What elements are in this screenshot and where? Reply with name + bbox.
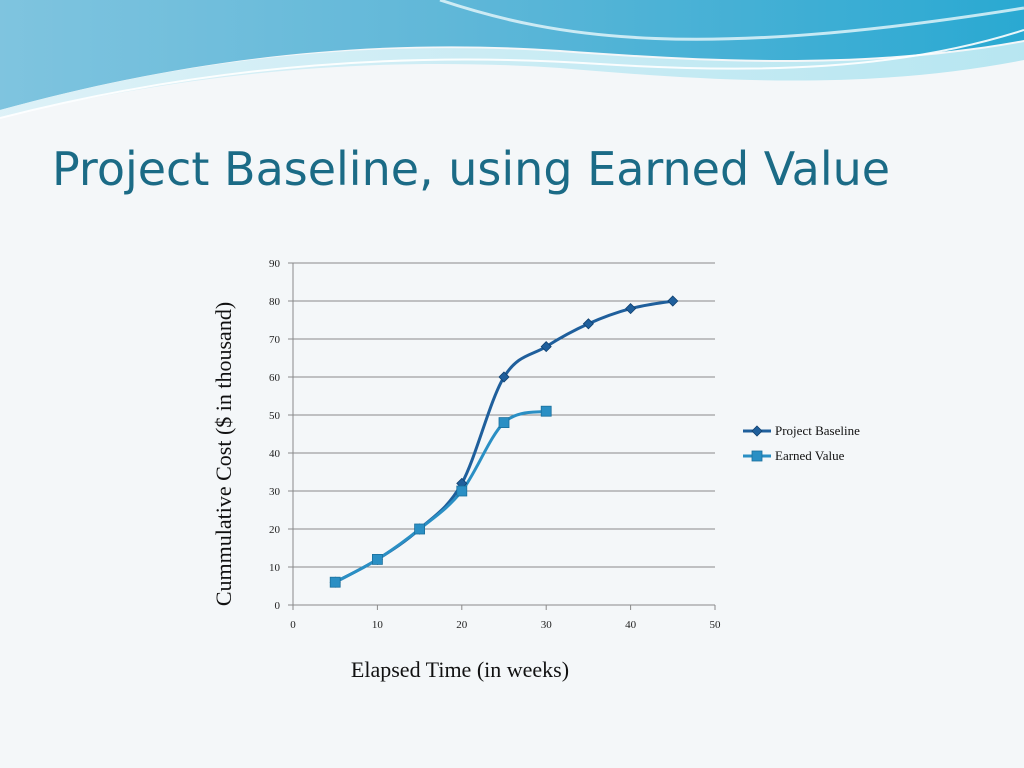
y-tick-label: 20 [269, 524, 281, 536]
x-tick-label: 30 [541, 619, 553, 631]
y-tick-label: 60 [269, 372, 281, 384]
earned-value-point [456, 485, 468, 497]
x-tick-label: 50 [710, 619, 722, 631]
baseline-point [625, 303, 637, 315]
legend-marker [751, 425, 763, 437]
baseline-point [540, 341, 552, 353]
y-tick-label: 50 [269, 410, 281, 422]
earned-value-line [334, 409, 547, 584]
x-tick-label: 0 [290, 619, 296, 631]
x-tick-label: 20 [456, 619, 468, 631]
legend-label: Earned Value [775, 448, 845, 463]
header-wave-decoration [0, 0, 1024, 119]
y-tick-label: 10 [269, 562, 281, 574]
earned-value-point [329, 576, 341, 588]
y-tick-label: 40 [269, 448, 281, 460]
x-tick-label: 40 [625, 619, 637, 631]
y-tick-label: 80 [269, 296, 281, 308]
x-axis-title: Elapsed Time (in weeks) [351, 657, 569, 682]
baseline-point [498, 371, 510, 383]
slide-title: Project Baseline, using Earned Value [52, 142, 891, 196]
baseline-point [667, 295, 679, 307]
earned-value-point [371, 554, 383, 565]
y-tick-label: 30 [269, 486, 281, 498]
legend-marker [751, 450, 763, 462]
y-tick-label: 90 [269, 258, 281, 270]
y-tick-label: 70 [269, 334, 281, 346]
baseline-point [582, 318, 594, 330]
y-tick-label: 0 [275, 600, 281, 612]
legend-label: Project Baseline [775, 423, 860, 438]
baseline-line [334, 299, 674, 584]
earned-value-point [414, 523, 426, 535]
earned-value-point [540, 405, 552, 417]
y-axis-title: Cummulative Cost ($ in thousand) [211, 302, 236, 606]
x-tick-label: 10 [372, 619, 384, 631]
earned-value-point [498, 417, 510, 429]
